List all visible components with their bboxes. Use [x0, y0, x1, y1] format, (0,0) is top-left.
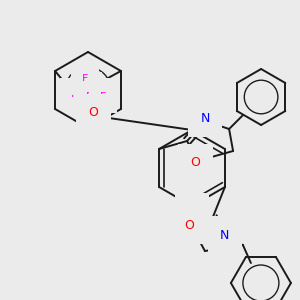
Text: F: F: [99, 89, 105, 99]
Text: O: O: [190, 157, 200, 169]
Text: F: F: [86, 92, 92, 102]
Text: F: F: [100, 92, 106, 102]
Text: F: F: [71, 89, 77, 99]
Text: N: N: [187, 206, 197, 218]
Text: O: O: [88, 106, 98, 119]
Text: N: N: [200, 112, 210, 124]
Text: N: N: [220, 229, 230, 242]
Text: F: F: [85, 83, 91, 93]
Text: O: O: [184, 218, 194, 232]
Text: F: F: [82, 74, 88, 84]
